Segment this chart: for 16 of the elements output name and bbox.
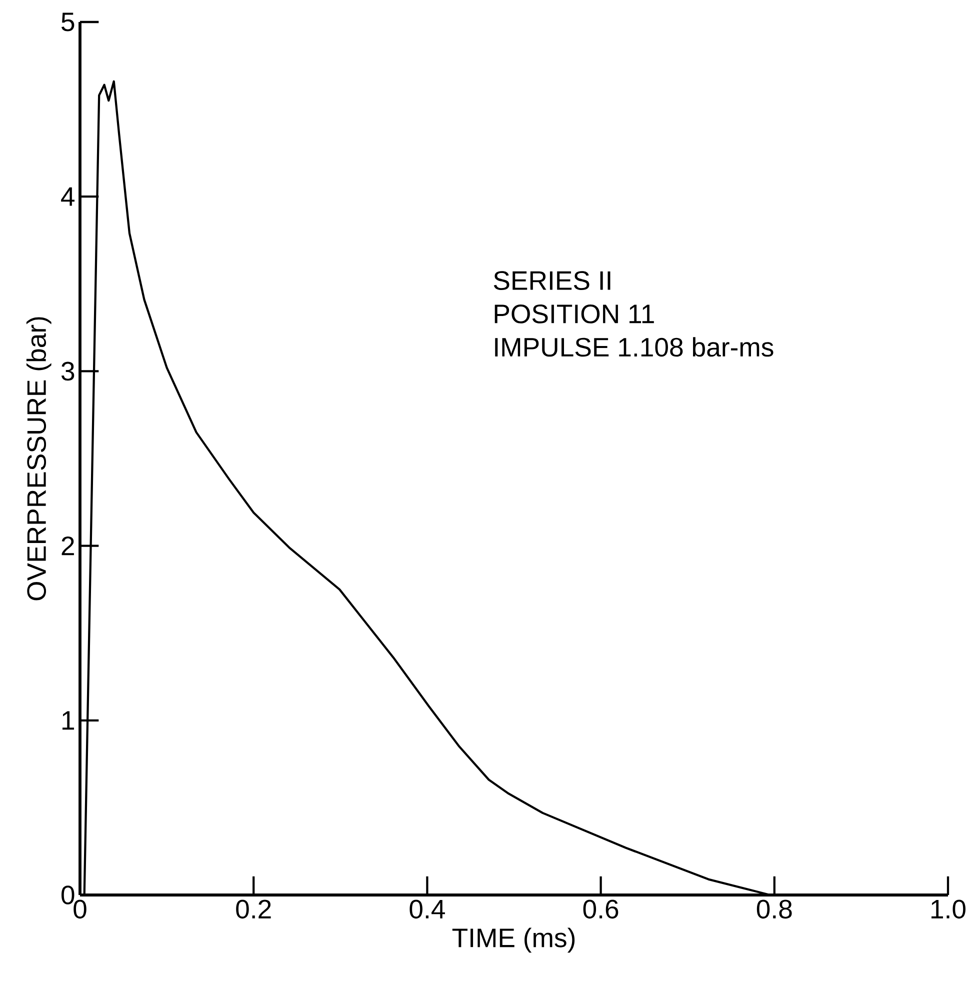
annotation: IMPULSE 1.108 bar-ms [495, 337, 774, 357]
y-axis-title: OVERPRESSURE (bar) [26, 317, 52, 600]
x-tick-label: 0.6 [583, 900, 618, 919]
y-tick-label: 5 [62, 12, 74, 32]
x-tick-label: 1.0 [931, 900, 966, 919]
annotation: POSITION 11 [494, 304, 654, 324]
x-tick-label: 0.2 [236, 900, 271, 919]
y-tick-label: 3 [61, 362, 74, 381]
x-tick-label: 0.8 [756, 900, 792, 919]
y-tick-label: 2 [62, 536, 74, 556]
x-tick-label: 0.4 [410, 900, 445, 919]
y-tick-label: 1 [62, 711, 74, 730]
x-axis-title: TIME (ms) [452, 928, 575, 953]
y-tick-label: 0 [62, 886, 74, 904]
y-tick-label: 4 [61, 187, 75, 206]
annotation: SERIES II [494, 271, 610, 290]
